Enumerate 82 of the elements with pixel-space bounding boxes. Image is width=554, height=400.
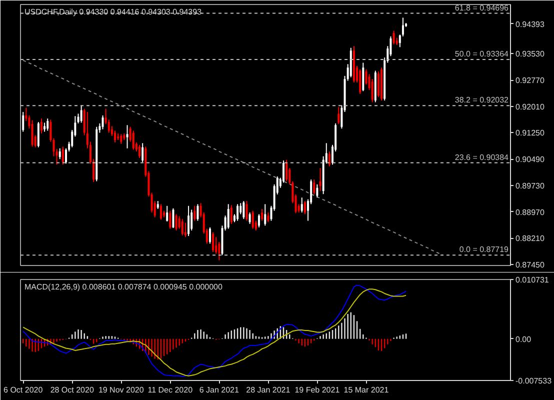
y-tick-label: 0.87450 [516, 260, 545, 270]
x-tick-label: 28 Oct 2020 [50, 386, 94, 394]
candlestick [160, 204, 162, 220]
candlestick [172, 208, 174, 229]
candlestick [212, 232, 214, 252]
candlestick [227, 204, 230, 230]
ref-line-label: 61.8 = 0.94696 [454, 3, 510, 12]
candlestick [58, 148, 61, 160]
y-tick-label: -0.007533 [516, 376, 552, 386]
candlestick [46, 118, 49, 132]
candlestick [362, 62, 364, 92]
candlestick [138, 144, 141, 159]
ref-line-label: 0.0 = 0.87719 [459, 245, 510, 254]
x-tick-label: 6 Oct 2020 [4, 386, 44, 394]
y-tick-label: 0.93530 [516, 50, 545, 59]
candlestick [175, 214, 178, 231]
candlestick [258, 214, 260, 228]
candlestick [246, 200, 248, 222]
y-tick-label: 0.00 [516, 334, 532, 344]
candlestick [208, 226, 211, 244]
y-tick-label: 0.92770 [516, 76, 545, 86]
ref-line-label: 38.2 = 0.92032 [454, 96, 510, 105]
ref-line-label: 23.6 = 0.90384 [454, 152, 510, 162]
candlestick [316, 184, 318, 198]
candlestick [304, 200, 306, 215]
x-tick-label: 6 Jan 2021 [199, 386, 240, 394]
chart-title: USDCHF,Daily 0.94330 0.94416 0.94303 0.94393 [24, 8, 202, 16]
candlestick [56, 148, 58, 166]
candlestick [126, 124, 128, 149]
y-tick-label: 0.010731 [516, 276, 550, 284]
candlestick [40, 118, 42, 134]
candlestick [169, 210, 172, 230]
candlestick [181, 218, 184, 236]
x-tick-label: 28 Jan 2021 [246, 386, 291, 394]
candlestick [80, 104, 82, 124]
candlestick [114, 130, 116, 143]
ref-line-label: 50.0 = 0.93364 [454, 49, 510, 58]
candlestick [286, 159, 288, 182]
candlestick [142, 142, 144, 163]
candlestick [261, 208, 264, 222]
candlestick [240, 202, 242, 215]
y-tick-label: 0.90490 [516, 155, 545, 164]
candlestick [252, 210, 254, 230]
x-tick-label: 19 Nov 2020 [98, 386, 144, 394]
candlestick [188, 205, 190, 237]
candlestick [22, 111, 24, 132]
y-tick-label: 0.88970 [516, 208, 545, 217]
candlestick [377, 70, 380, 98]
candlestick [196, 204, 199, 222]
candlestick [300, 197, 303, 213]
x-tick-label: 11 Dec 2020 [148, 386, 194, 394]
candlestick [264, 204, 266, 226]
candlestick [248, 212, 251, 224]
y-tick-label: 0.94393 [516, 20, 545, 29]
y-tick-label: 0.91250 [516, 128, 545, 138]
candlestick [338, 106, 340, 125]
candlestick [392, 30, 395, 45]
x-tick-label: 15 Mar 2021 [344, 386, 390, 394]
chart-title: MACD(12,26,9) 0.008601 0.007874 0.000945 0.000000 [24, 282, 223, 292]
candlestick [359, 68, 362, 94]
candlestick [166, 205, 168, 222]
candlestick [365, 68, 368, 86]
candlestick [236, 204, 239, 222]
candlestick [313, 179, 316, 195]
candlestick [267, 212, 270, 223]
y-tick-label: 0.88210 [516, 234, 545, 244]
x-tick-label: 19 Feb 2021 [294, 386, 340, 394]
candlestick [62, 146, 64, 166]
candlestick [132, 130, 134, 150]
candlestick [184, 222, 186, 238]
candlestick [31, 120, 34, 148]
y-tick-label: 0.92010 [516, 102, 545, 112]
candlestick [218, 241, 220, 261]
candlestick [44, 122, 46, 132]
candlestick [230, 204, 232, 224]
candlestick [319, 168, 322, 192]
candlestick [120, 134, 122, 144]
y-tick-label: 0.89730 [516, 181, 545, 190]
candlestick [328, 150, 330, 167]
candlestick [242, 200, 245, 220]
candlestick [37, 122, 40, 148]
candlestick [194, 205, 196, 222]
